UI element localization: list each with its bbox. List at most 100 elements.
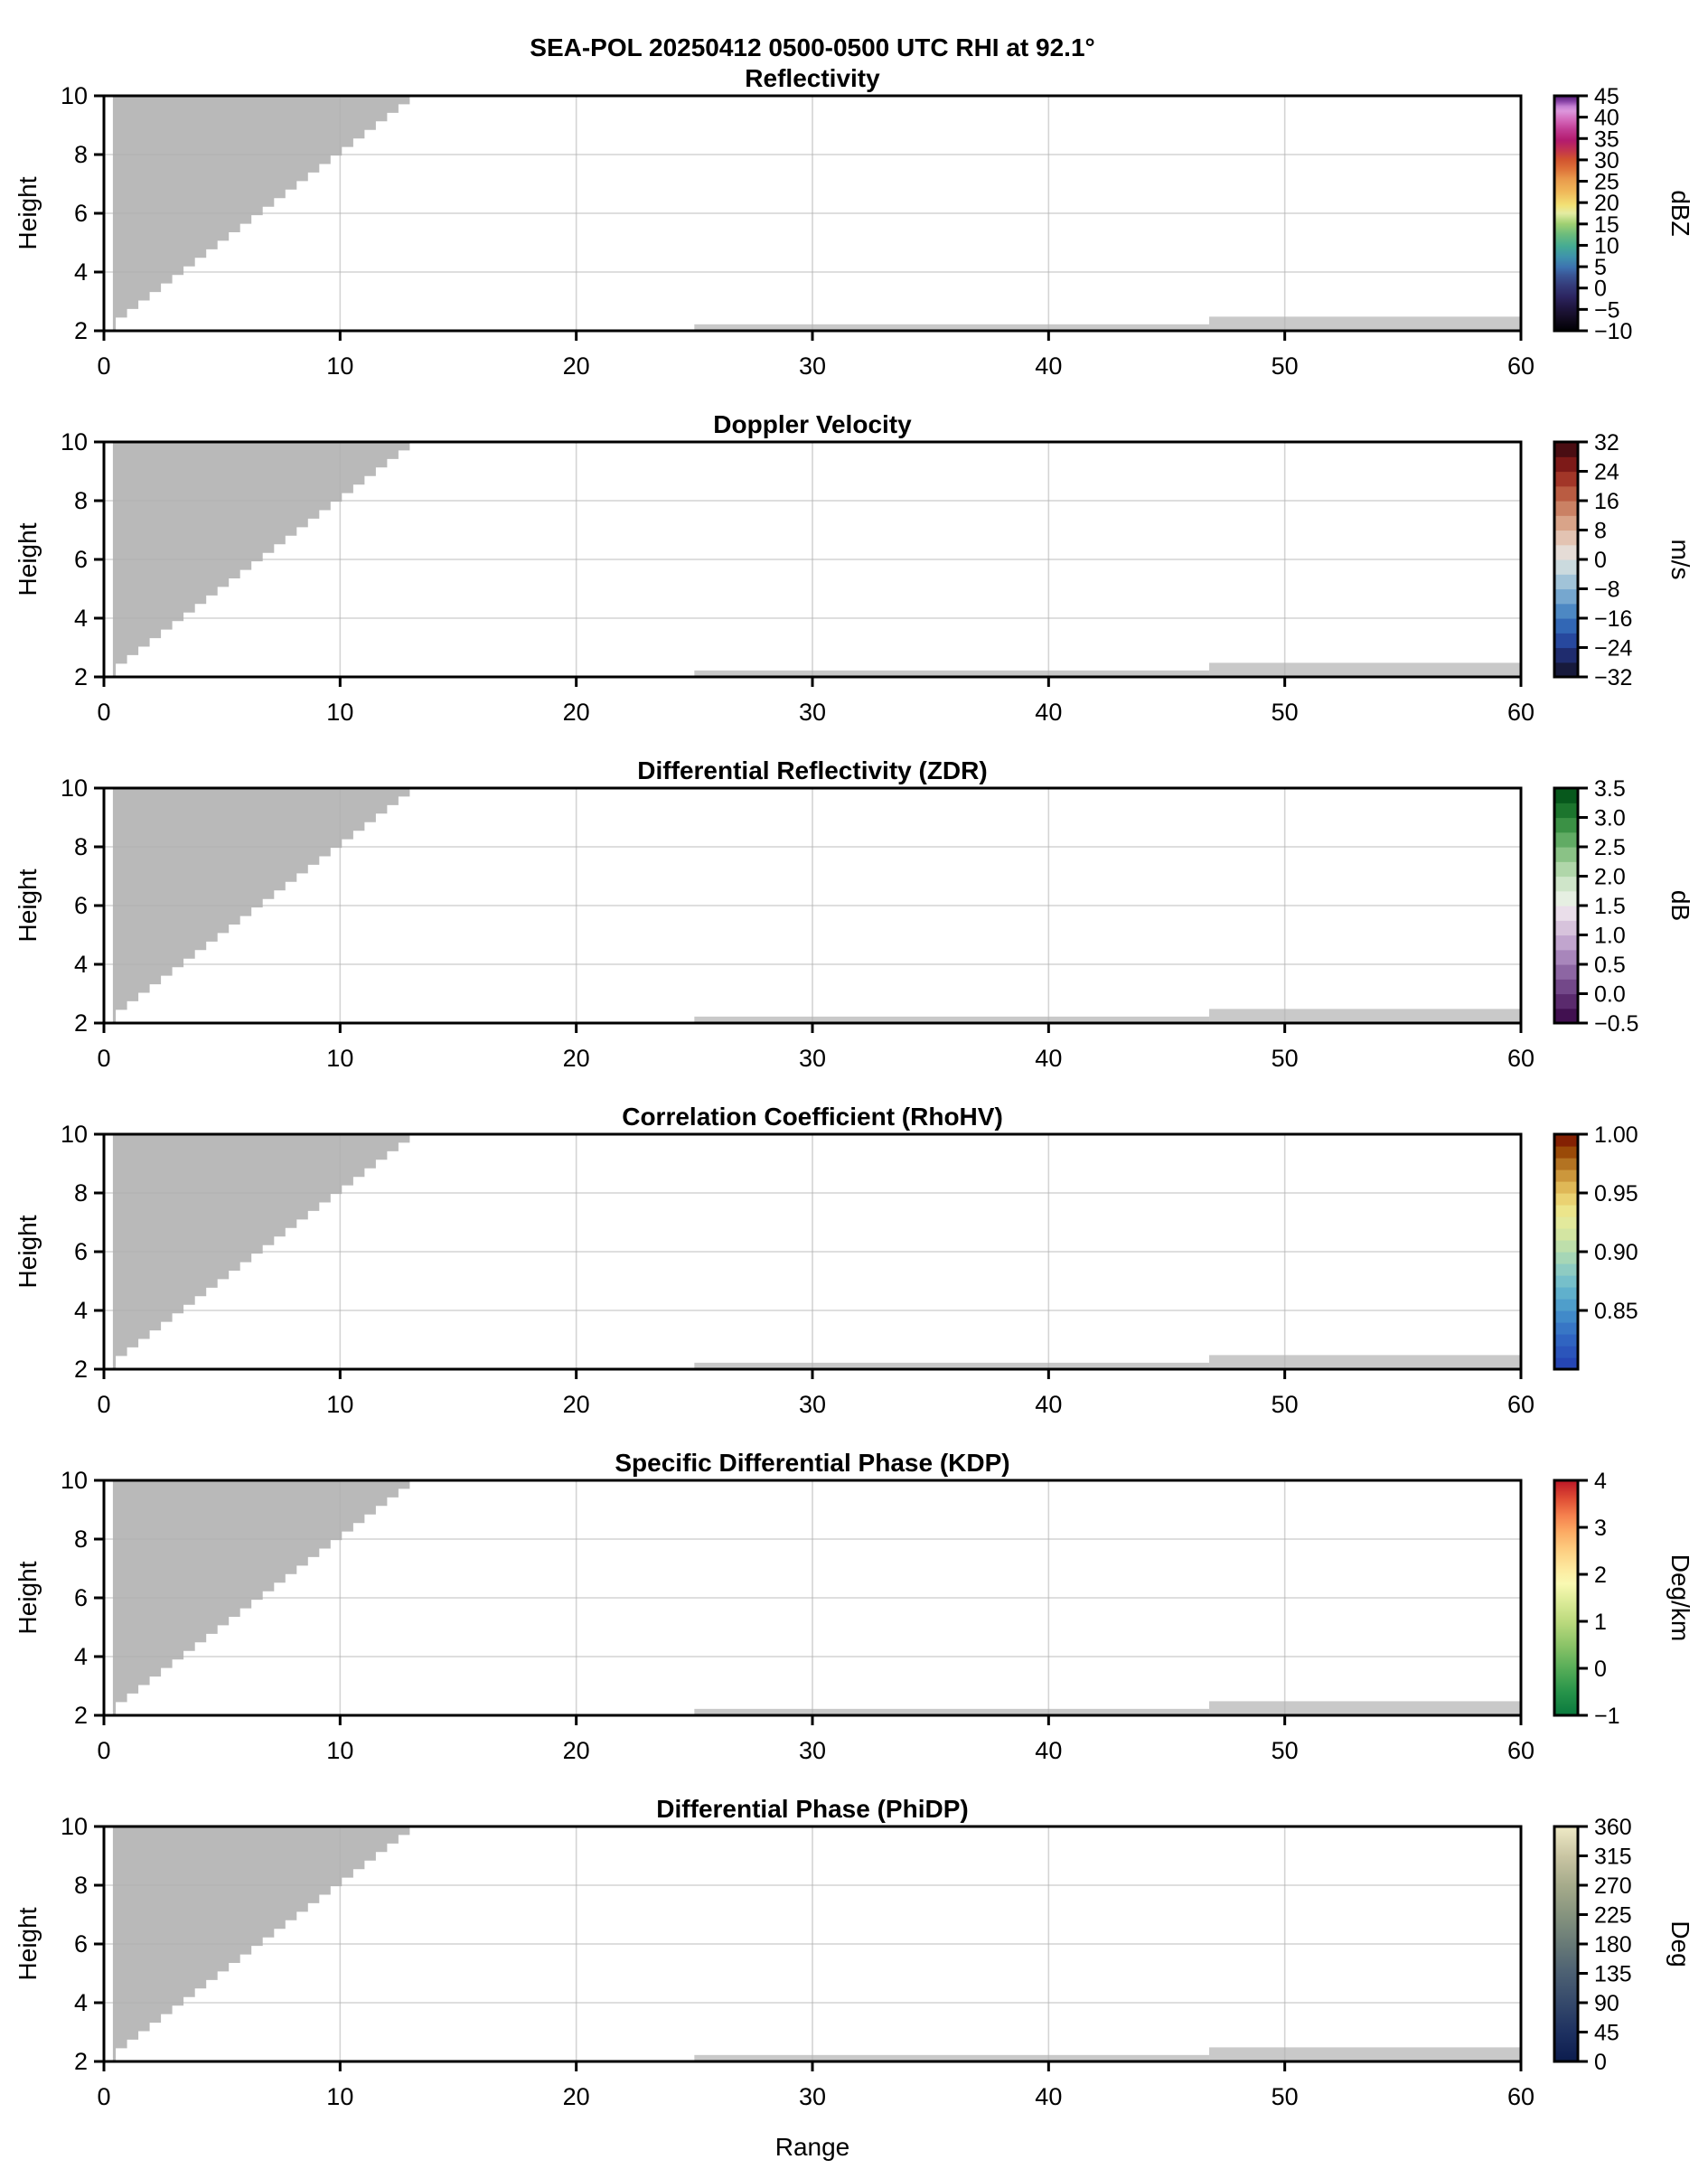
- colorbar-step: [1554, 588, 1578, 605]
- colorbar-step: [1554, 501, 1578, 516]
- y-tick-label: 2: [74, 2048, 88, 2075]
- masked-strip-1: [694, 2054, 1210, 2061]
- colorbar-tick-label: 315: [1594, 1845, 1632, 1870]
- colorbar-tick-label: 40: [1594, 106, 1619, 131]
- y-tick-label: 10: [61, 428, 88, 455]
- y-tick-label: 8: [74, 1526, 88, 1553]
- colorbar-phidp: 360 315 270 225 180 135 90 45 0 Deg: [1553, 1815, 1694, 2075]
- y-axis: 2 4 6 8 10: [61, 1121, 104, 1383]
- colorbar-tick-label: 4: [1594, 1469, 1607, 1494]
- x-tick-label: 60: [1507, 1391, 1534, 1418]
- colorbar-tick-label: 10: [1594, 233, 1619, 258]
- y-tick-label: 10: [61, 775, 88, 802]
- colorbar-tick-label: 45: [1594, 2021, 1619, 2046]
- colorbar-tick-label: −1: [1594, 1704, 1620, 1729]
- colorbar-tick-label: 0: [1594, 2050, 1607, 2075]
- colorbar-step: [1554, 1240, 1578, 1253]
- masked-strip-2: [1209, 316, 1521, 331]
- y-tick-label: 2: [74, 663, 88, 690]
- colorbar-step: [1554, 1205, 1578, 1217]
- colorbar-zdr: 3.5 3.0 2.5 2.0 1.5 1.0 0.5 0.0 −0.5 dB: [1553, 776, 1694, 1037]
- x-tick-label: 10: [326, 1045, 353, 1072]
- colorbar-step: [1554, 1334, 1578, 1347]
- colorbar-tick-label: 3.0: [1594, 806, 1626, 831]
- y-tick-label: 2: [74, 317, 88, 344]
- colorbar-tick-label: 0.5: [1594, 953, 1626, 978]
- x-axis-label: Range: [775, 2133, 850, 2161]
- colorbar-step: [1554, 574, 1578, 590]
- masked-strip-2: [1209, 1701, 1521, 1715]
- masked-strip-1: [694, 324, 1210, 331]
- x-tick-label: 40: [1035, 1045, 1062, 1072]
- colorbar-step: [1554, 1252, 1578, 1264]
- masked-strip-2: [1209, 1355, 1521, 1369]
- colorbar-step: [1554, 890, 1578, 906]
- x-tick-label: 0: [97, 2083, 110, 2110]
- colorbar-tick-label: 0.90: [1594, 1240, 1638, 1265]
- colorbar-step: [1554, 633, 1578, 649]
- colorbar-step: [1554, 876, 1578, 892]
- colorbar-tick-label: 3.5: [1594, 776, 1626, 802]
- colorbar-tick-label: 0.85: [1594, 1299, 1638, 1324]
- x-tick-label: 60: [1507, 352, 1534, 380]
- colorbar-tick-label: 3: [1594, 1516, 1607, 1541]
- colorbar-step: [1554, 920, 1578, 936]
- colorbar-step: [1554, 1158, 1578, 1170]
- colorbar-tick-label: 20: [1594, 191, 1619, 216]
- colorbar-step: [1554, 1169, 1578, 1182]
- x-tick-label: 10: [326, 352, 353, 380]
- masked-strip-2: [1209, 1009, 1521, 1023]
- colorbar-tick-label: 360: [1594, 1815, 1632, 1840]
- y-tick-label: 10: [61, 1813, 88, 1840]
- x-axis: 0 10 20 30 40 50 60: [97, 677, 1534, 726]
- colorbar-tick-label: 30: [1594, 148, 1619, 174]
- colorbar-step: [1554, 647, 1578, 663]
- colorbar-outline: [1553, 94, 1580, 333]
- x-tick-label: 50: [1272, 1737, 1299, 1764]
- x-tick-label: 10: [326, 1391, 353, 1418]
- colorbar-step: [1554, 993, 1578, 1009]
- colorbar-tick-label: 2: [1594, 1563, 1607, 1588]
- x-tick-label: 30: [799, 1391, 826, 1418]
- colorbar-gradient: [1554, 96, 1578, 331]
- y-tick-label: 2: [74, 1356, 88, 1383]
- x-tick-label: 40: [1035, 1737, 1062, 1764]
- y-axis: 2 4 6 8 10: [61, 1467, 104, 1729]
- colorbar-unit-phidp: Deg: [1666, 1920, 1694, 1967]
- grid: [104, 1826, 1521, 2061]
- x-tick-label: 30: [799, 2083, 826, 2110]
- colorbar-step: [1554, 559, 1578, 575]
- colorbar-step: [1554, 1287, 1578, 1300]
- colorbar-step: [1554, 1146, 1578, 1159]
- y-tick-label: 8: [74, 1179, 88, 1207]
- x-tick-label: 50: [1272, 1045, 1299, 1072]
- colorbar-tick-label: 2.5: [1594, 835, 1626, 860]
- colorbar-step: [1554, 847, 1578, 862]
- colorbar-tick-label: −24: [1594, 636, 1633, 662]
- colorbar-step: [1554, 831, 1578, 848]
- panel-title-rhohv: Correlation Coefficient (RhoHV): [622, 1103, 1003, 1131]
- x-tick-label: 30: [799, 699, 826, 726]
- masked-strip-2: [1209, 2047, 1521, 2061]
- colorbar-tick-label: 2.0: [1594, 865, 1626, 890]
- x-tick-label: 10: [326, 699, 353, 726]
- colorbar-step: [1554, 906, 1578, 921]
- y-tick-label: 8: [74, 1872, 88, 1899]
- grid: [104, 96, 1521, 331]
- x-tick-label: 30: [799, 1045, 826, 1072]
- colorbar-tick-label: 16: [1594, 489, 1619, 514]
- x-axis: 0 10 20 30 40 50 60: [97, 2061, 1534, 2110]
- y-tick-label: 6: [74, 1930, 88, 1958]
- colorbar-step: [1554, 1310, 1578, 1323]
- x-tick-label: 0: [97, 1737, 110, 1764]
- panel-title-phidp: Differential Phase (PhiDP): [656, 1795, 968, 1823]
- x-tick-label: 50: [1272, 1391, 1299, 1418]
- colorbar-tick-label: −5: [1594, 297, 1620, 323]
- x-tick-label: 10: [326, 1737, 353, 1764]
- x-tick-label: 40: [1035, 2083, 1062, 2110]
- masked-strip-1: [694, 1362, 1210, 1369]
- colorbar-step: [1554, 485, 1578, 502]
- colorbar-unit-zdr: dB: [1666, 890, 1694, 921]
- colorbar-rhohv: 1.00 0.95 0.90 0.85: [1553, 1122, 1638, 1371]
